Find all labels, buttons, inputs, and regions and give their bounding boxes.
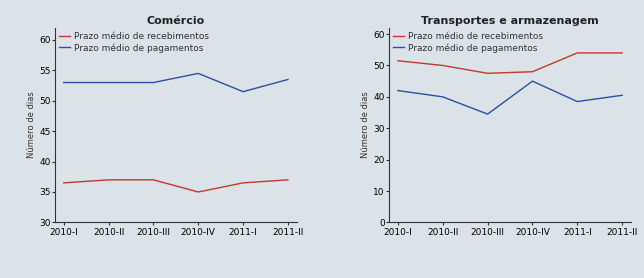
Prazo médio de pagamentos — [484, 112, 491, 116]
Prazo médio de recebimentos — [394, 59, 402, 63]
Prazo médio de pagamentos — [239, 90, 247, 93]
Prazo médio de recebimentos — [194, 190, 202, 194]
Prazo médio de recebimentos — [105, 178, 113, 182]
Prazo médio de recebimentos — [439, 64, 447, 67]
Prazo médio de recebimentos — [149, 178, 157, 182]
Line: Prazo médio de pagamentos: Prazo médio de pagamentos — [398, 81, 622, 114]
Legend: Prazo médio de recebimentos, Prazo médio de pagamentos: Prazo médio de recebimentos, Prazo médio… — [57, 31, 211, 54]
Prazo médio de pagamentos — [394, 89, 402, 92]
Prazo médio de recebimentos — [618, 51, 626, 54]
Line: Prazo médio de recebimentos: Prazo médio de recebimentos — [64, 180, 288, 192]
Prazo médio de recebimentos — [60, 181, 68, 185]
Y-axis label: Número de dias: Número de dias — [27, 92, 36, 158]
Prazo médio de pagamentos — [618, 94, 626, 97]
Prazo médio de pagamentos — [60, 81, 68, 84]
Prazo médio de recebimentos — [484, 72, 491, 75]
Line: Prazo médio de recebimentos: Prazo médio de recebimentos — [398, 53, 622, 73]
Prazo médio de pagamentos — [105, 81, 113, 84]
Prazo médio de pagamentos — [439, 95, 447, 98]
Prazo médio de pagamentos — [149, 81, 157, 84]
Prazo médio de recebimentos — [573, 51, 581, 54]
Legend: Prazo médio de recebimentos, Prazo médio de pagamentos: Prazo médio de recebimentos, Prazo médio… — [392, 31, 545, 54]
Prazo médio de pagamentos — [194, 72, 202, 75]
Prazo médio de recebimentos — [239, 181, 247, 185]
Prazo médio de recebimentos — [284, 178, 292, 182]
Y-axis label: Número de dias: Número de dias — [361, 92, 370, 158]
Prazo médio de recebimentos — [529, 70, 536, 73]
Prazo médio de pagamentos — [284, 78, 292, 81]
Prazo médio de pagamentos — [573, 100, 581, 103]
Line: Prazo médio de pagamentos: Prazo médio de pagamentos — [64, 73, 288, 92]
Title: Transportes e armazenagem: Transportes e armazenagem — [421, 16, 599, 26]
Title: Comércio: Comércio — [147, 16, 205, 26]
Prazo médio de pagamentos — [529, 80, 536, 83]
